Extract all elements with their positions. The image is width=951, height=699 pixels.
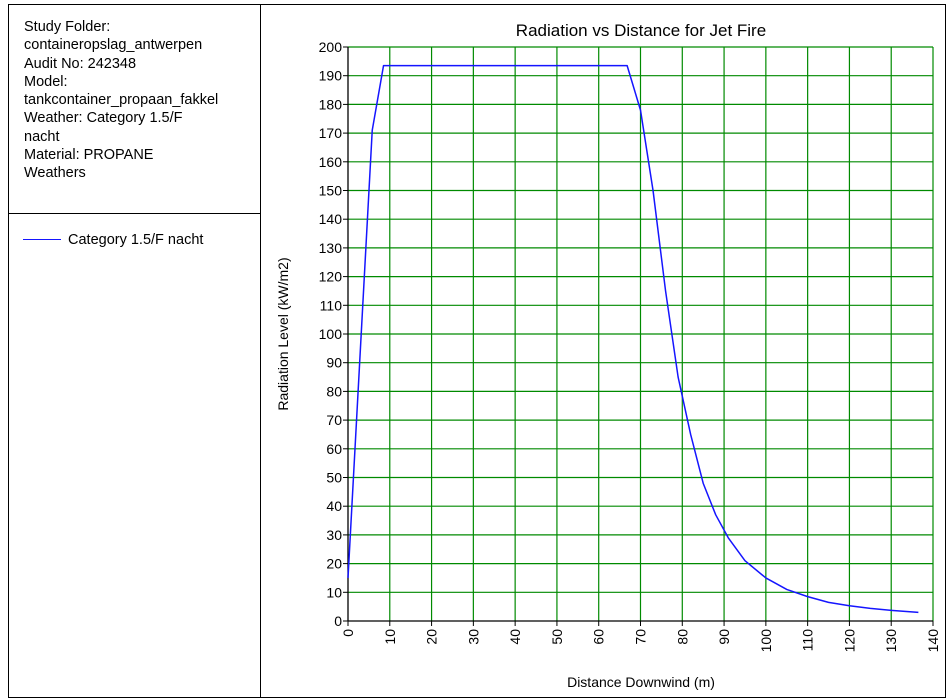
y-tick-label: 130: [319, 240, 343, 256]
y-tick-label: 160: [319, 154, 343, 170]
y-tick-label: 110: [320, 297, 343, 313]
weather-value: nacht: [24, 128, 60, 145]
chart-legend: Category 1.5/F nacht: [8, 228, 260, 252]
y-axis-label: Radiation Level (kW/m2): [275, 257, 291, 410]
study-folder-label: Study Folder:: [24, 19, 111, 35]
x-axis-label: Distance Downwind (m): [567, 674, 715, 690]
y-tick-label: 80: [326, 383, 342, 399]
material-label: Material: PROPANE: [24, 147, 154, 164]
x-tick-label: 0: [340, 629, 356, 637]
y-tick-label: 70: [326, 412, 342, 428]
tick-layer: 0 10 20 30 40 50 60 70 80 90 100 110 120 130 140 0 10 20 3…: [319, 39, 941, 652]
x-tick-label: 40: [507, 629, 523, 645]
x-tick-label: 80: [674, 629, 690, 645]
model-label: Model:: [24, 73, 68, 90]
x-tick-label: 90: [716, 629, 732, 645]
y-tick-label: 30: [326, 527, 342, 543]
weathers-label: Weathers: [24, 165, 86, 182]
y-tick-label: 60: [326, 441, 342, 457]
x-tick-label: 100: [758, 629, 774, 653]
y-tick-label: 190: [319, 68, 343, 84]
y-tick-label: 10: [326, 584, 342, 600]
x-tick-label: 110: [800, 629, 816, 652]
legend-swatch: [23, 239, 61, 240]
info-panel: Study Folder: containeropslag_antwerpen …: [8, 4, 261, 698]
y-tick-label: 40: [326, 498, 342, 514]
study-folder-value: containeropslag_antwerpen: [24, 37, 203, 54]
model-value: tankcontainer_propaan_fakkel: [24, 92, 219, 109]
study-info-box: Study Folder: containeropslag_antwerpen …: [8, 4, 260, 214]
series-line-category-1-5-f-nacht: [347, 64, 919, 614]
grid-layer: [348, 46, 934, 621]
y-tick-label: 150: [319, 183, 343, 199]
chart-title: Radiation vs Distance for Jet Fire: [516, 21, 766, 40]
x-tick-label: 70: [633, 629, 649, 645]
x-tick-label: 50: [549, 629, 565, 645]
y-tick-label: 20: [326, 556, 342, 572]
x-tick-label: 20: [424, 629, 440, 645]
x-tick-label: 60: [591, 629, 607, 645]
x-tick-label: 120: [841, 629, 857, 653]
weather-label: Weather: Category 1.5/F: [24, 110, 183, 127]
report-frame: [8, 4, 946, 698]
x-tick-label: 30: [465, 629, 481, 645]
y-tick-label: 200: [319, 39, 343, 55]
y-tick-label: 140: [319, 211, 343, 227]
audit-number: Audit No: 242348: [24, 55, 137, 72]
x-tick-label: 10: [382, 629, 398, 645]
y-tick-label: 180: [319, 96, 343, 112]
x-tick-label: 140: [925, 629, 941, 653]
y-tick-label: 0: [334, 613, 342, 629]
legend-label: Category 1.5/F nacht: [68, 232, 204, 248]
series-layer: [347, 64, 919, 614]
y-tick-label: 50: [326, 470, 342, 486]
x-tick-label: 130: [883, 629, 899, 653]
y-tick-label: 90: [326, 355, 342, 371]
y-tick-label: 170: [319, 125, 343, 141]
y-tick-label: 120: [319, 269, 343, 285]
y-tick-label: 100: [319, 326, 343, 342]
